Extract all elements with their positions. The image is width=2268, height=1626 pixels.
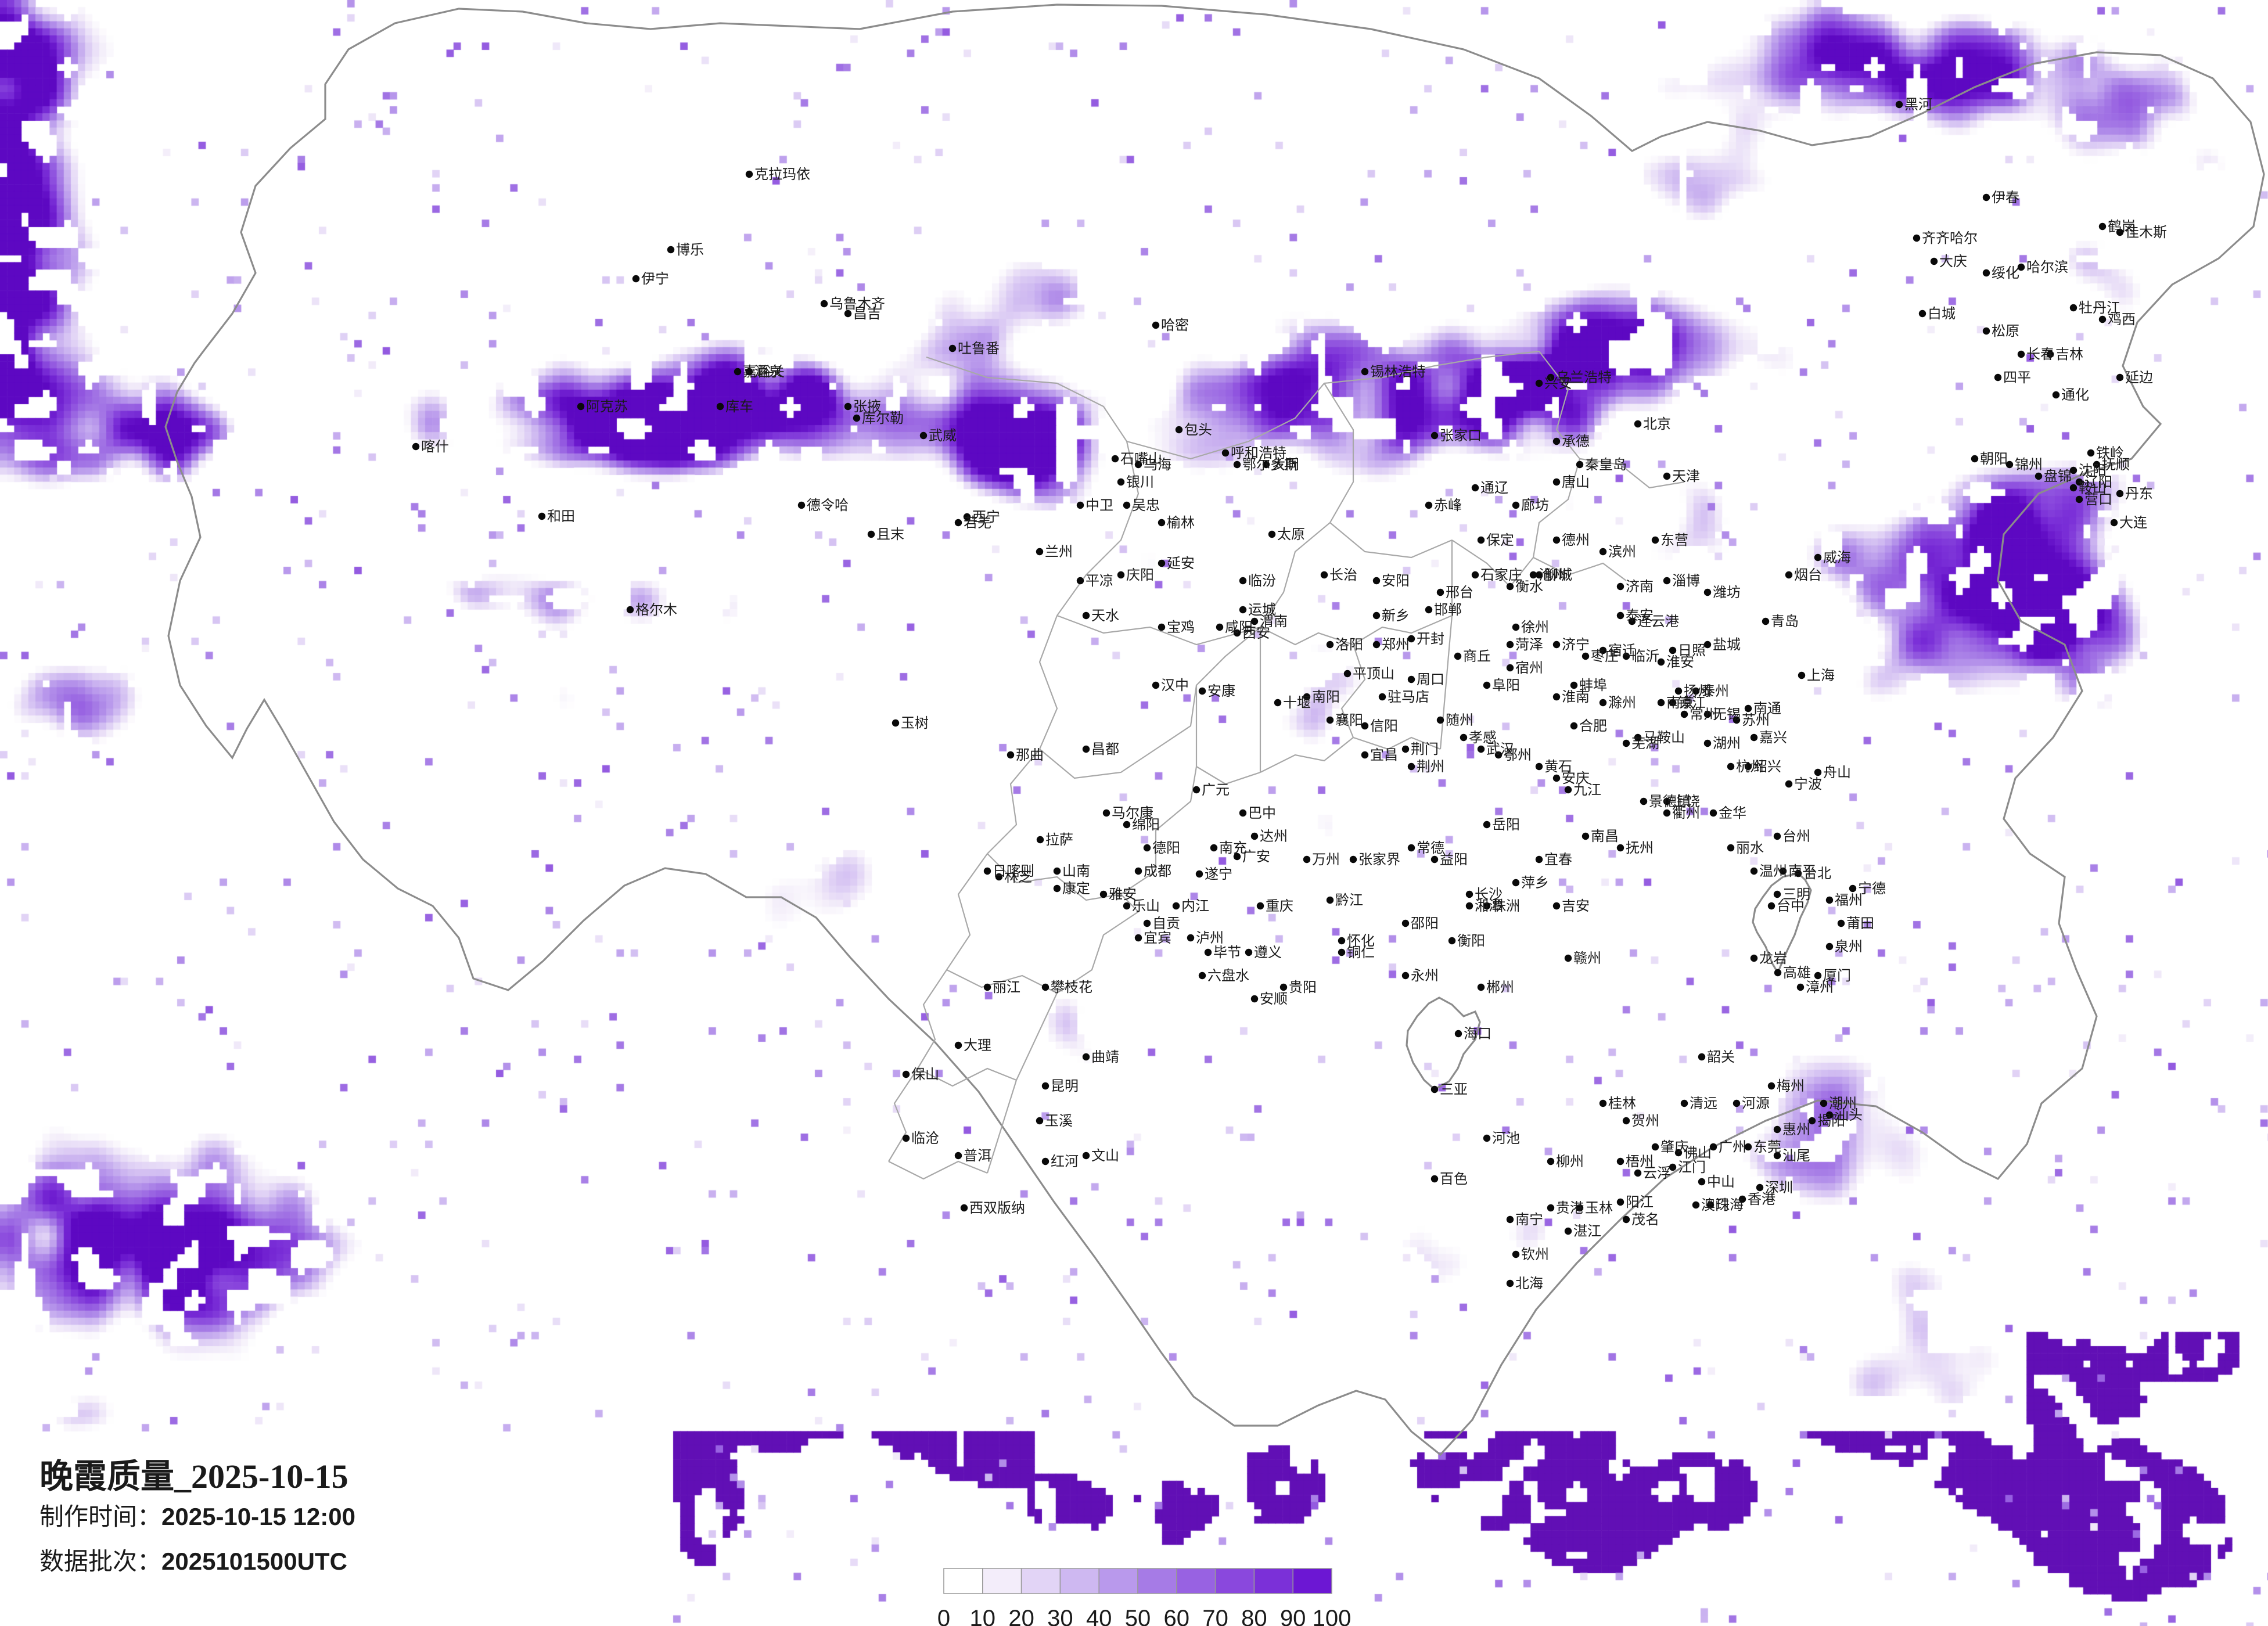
svg-text:10: 10	[970, 1606, 996, 1626]
svg-text:50: 50	[1125, 1606, 1151, 1626]
svg-text:100: 100	[1313, 1606, 1352, 1626]
svg-text:40: 40	[1086, 1606, 1112, 1626]
svg-text:60: 60	[1164, 1606, 1190, 1626]
svg-text:20: 20	[1008, 1606, 1034, 1626]
svg-text:90: 90	[1280, 1606, 1306, 1626]
svg-text:0: 0	[937, 1606, 950, 1626]
svg-text:70: 70	[1202, 1606, 1228, 1626]
svg-text:80: 80	[1241, 1606, 1267, 1626]
svg-text:30: 30	[1047, 1606, 1073, 1626]
